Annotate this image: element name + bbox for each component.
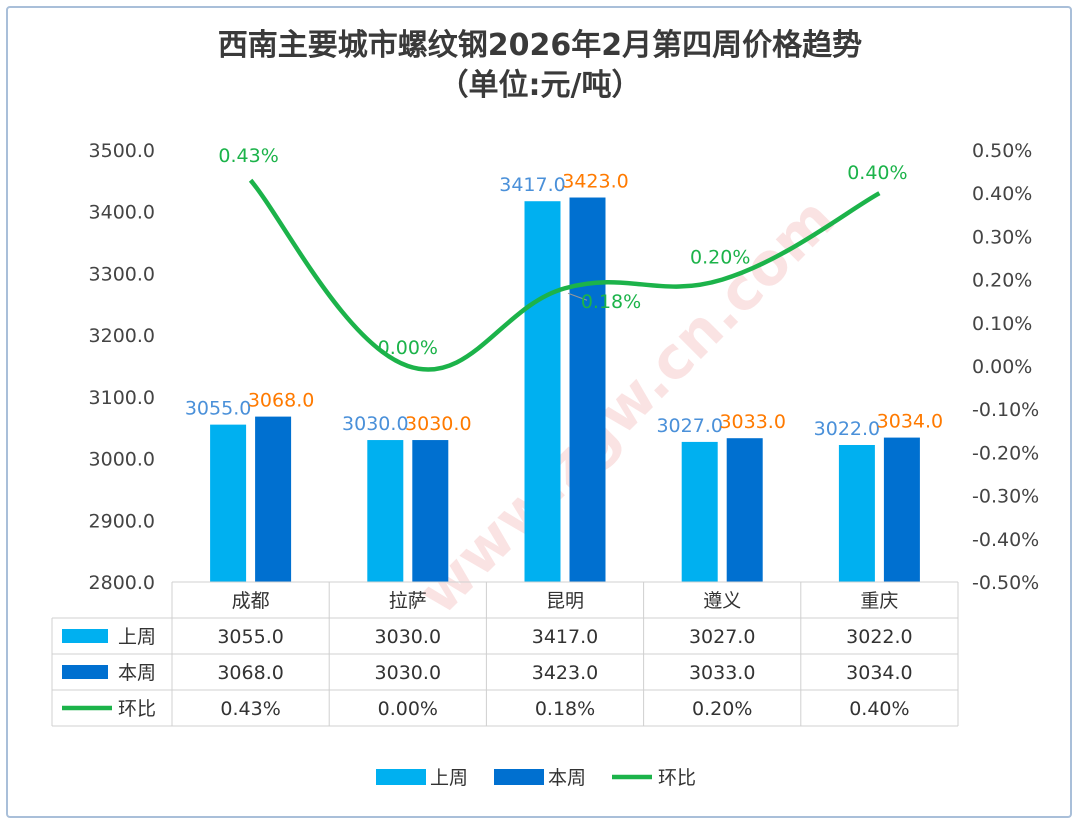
table-cell: 3068.0: [217, 662, 283, 684]
data-label-prev-week: 3027.0: [656, 415, 722, 437]
data-label-prev-week: 3022.0: [814, 418, 880, 440]
line-mom-change: [248, 178, 881, 372]
data-label-this-week: 3068.0: [248, 390, 314, 412]
table-series-name: 环比: [118, 698, 156, 720]
y-left-tick: 3500.0: [89, 140, 155, 162]
table-category-header: 拉萨: [389, 590, 427, 612]
bar-prev-week: [210, 424, 247, 582]
y-right-tick: -0.30%: [972, 486, 1039, 508]
table-cell: 3027.0: [689, 626, 755, 648]
y-right-tick: -0.10%: [972, 399, 1039, 421]
bar-prev-week: [524, 201, 561, 583]
y-right-tick: -0.40%: [972, 529, 1039, 551]
table-cell: 3033.0: [689, 662, 755, 684]
y-right-tick: 0.00%: [972, 356, 1032, 378]
table-cell: 0.43%: [220, 698, 280, 720]
chart-subtitle: （单位:元/吨）: [438, 68, 642, 103]
data-label-mom: 0.40%: [847, 162, 907, 184]
chart-title: 西南主要城市螺纹钢2026年2月第四周价格趋势: [217, 28, 863, 63]
data-label-this-week: 3030.0: [405, 413, 471, 435]
bar-this-week: [569, 197, 606, 582]
y-left-tick: 3400.0: [89, 202, 155, 224]
watermark-text: www.zgw.cn.com: [404, 184, 847, 627]
table-cell: 3022.0: [846, 626, 912, 648]
legend-key-box: [62, 629, 108, 643]
data-label-this-week: 3034.0: [877, 411, 943, 433]
legend-key-box: [494, 769, 544, 785]
y-right-tick: 0.10%: [972, 313, 1032, 335]
bar-this-week: [726, 438, 763, 582]
data-label-prev-week: 3030.0: [342, 413, 408, 435]
table-cell: 3423.0: [532, 662, 598, 684]
y-right-tick: 0.30%: [972, 226, 1032, 248]
bar-this-week: [412, 440, 449, 582]
y-right-tick: -0.50%: [972, 572, 1039, 594]
table-cell: 0.40%: [849, 698, 909, 720]
data-label-mom: 0.20%: [690, 247, 750, 269]
table-series-name: 上周: [118, 626, 156, 648]
table-cell: 0.18%: [535, 698, 595, 720]
data-label-prev-week: 3055.0: [185, 398, 251, 420]
y-left-tick: 3300.0: [89, 263, 155, 285]
legend-label: 环比: [658, 767, 696, 789]
table-cell: 3034.0: [846, 662, 912, 684]
table-category-header: 昆明: [546, 590, 584, 612]
table-cell: 0.20%: [692, 698, 752, 720]
table-category-header: 成都: [232, 590, 270, 612]
bar-this-week: [255, 416, 292, 582]
chart-frame: [6, 6, 1072, 818]
table-cell: 3030.0: [375, 626, 441, 648]
bar-this-week: [883, 437, 920, 582]
data-label-mom: 0.18%: [581, 291, 641, 313]
y-left-tick: 3000.0: [89, 449, 155, 471]
bar-prev-week: [681, 441, 718, 582]
table-category-header: 遵义: [703, 590, 741, 612]
table-cell: 3417.0: [532, 626, 598, 648]
table-series-name: 本周: [118, 662, 156, 684]
y-left-tick: 2900.0: [89, 510, 155, 532]
legend-key-box: [376, 769, 426, 785]
y-left-tick: 3200.0: [89, 325, 155, 347]
y-right-tick: 0.50%: [972, 140, 1032, 162]
table-cell: 3055.0: [217, 626, 283, 648]
table-cell: 0.00%: [378, 698, 438, 720]
data-label-this-week: 3423.0: [562, 171, 628, 193]
bar-prev-week: [367, 440, 404, 582]
legend-key-box: [62, 665, 108, 679]
data-label-mom: 0.43%: [218, 145, 278, 167]
bar-prev-week: [838, 444, 875, 582]
table-cell: 3030.0: [375, 662, 441, 684]
table-category-header: 重庆: [860, 590, 898, 612]
legend-label: 上周: [430, 767, 468, 789]
y-right-tick: -0.20%: [972, 442, 1039, 464]
data-label-mom: 0.00%: [378, 337, 438, 359]
data-label-this-week: 3033.0: [719, 411, 785, 433]
y-right-tick: 0.20%: [972, 270, 1032, 292]
y-right-tick: 0.40%: [972, 183, 1032, 205]
y-left-tick: 3100.0: [89, 387, 155, 409]
data-label-prev-week: 3417.0: [499, 174, 565, 196]
y-left-tick: 2800.0: [89, 572, 155, 594]
label-leader-line: [567, 292, 588, 301]
legend-label: 本周: [548, 767, 586, 789]
